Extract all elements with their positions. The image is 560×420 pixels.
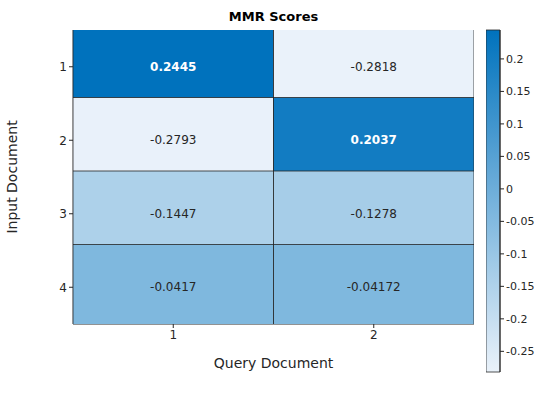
svg-text:0.05: 0.05 [506,150,531,163]
svg-text:-0.0417: -0.0417 [150,280,196,294]
svg-text:0.2445: 0.2445 [150,60,196,74]
svg-text:-0.2818: -0.2818 [351,60,397,74]
svg-text:-0.1447: -0.1447 [150,207,196,221]
svg-text:1: 1 [169,328,177,342]
svg-text:-0.05: -0.05 [506,215,534,228]
html-text:MMR Scores: MMR Scores [228,9,319,24]
svg-text:0.1: 0.1 [506,118,524,131]
svg-text:2: 2 [370,328,378,342]
svg-text:-0.1278: -0.1278 [351,207,397,221]
svg-text:3: 3 [59,207,67,221]
svg-text:0.15: 0.15 [506,85,531,98]
svg-text:0: 0 [506,183,513,196]
svg-text:-0.1: -0.1 [506,248,527,261]
svg-text:Query Document: Query Document [214,355,334,371]
svg-text:-0.2793: -0.2793 [150,133,196,147]
svg-text:-0.04172: -0.04172 [347,280,401,294]
svg-text:2: 2 [59,134,67,148]
svg-text:1: 1 [59,60,67,74]
svg-text:4: 4 [59,281,67,295]
svg-text:-0.15: -0.15 [506,280,534,293]
svg-text:Input Document: Input Document [8,120,20,234]
svg-text:-0.25: -0.25 [506,345,534,358]
svg-text:-0.2: -0.2 [506,313,527,326]
svg-text:0.2: 0.2 [506,53,524,66]
svg-text:0.2037: 0.2037 [351,133,397,147]
